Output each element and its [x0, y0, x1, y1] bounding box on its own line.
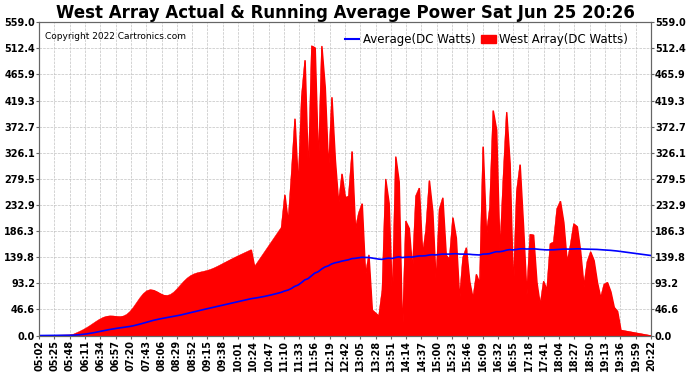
Title: West Array Actual & Running Average Power Sat Jun 25 20:26: West Array Actual & Running Average Powe…	[56, 4, 634, 22]
Text: Copyright 2022 Cartronics.com: Copyright 2022 Cartronics.com	[46, 32, 186, 41]
Legend: Average(DC Watts), West Array(DC Watts): Average(DC Watts), West Array(DC Watts)	[340, 28, 633, 51]
